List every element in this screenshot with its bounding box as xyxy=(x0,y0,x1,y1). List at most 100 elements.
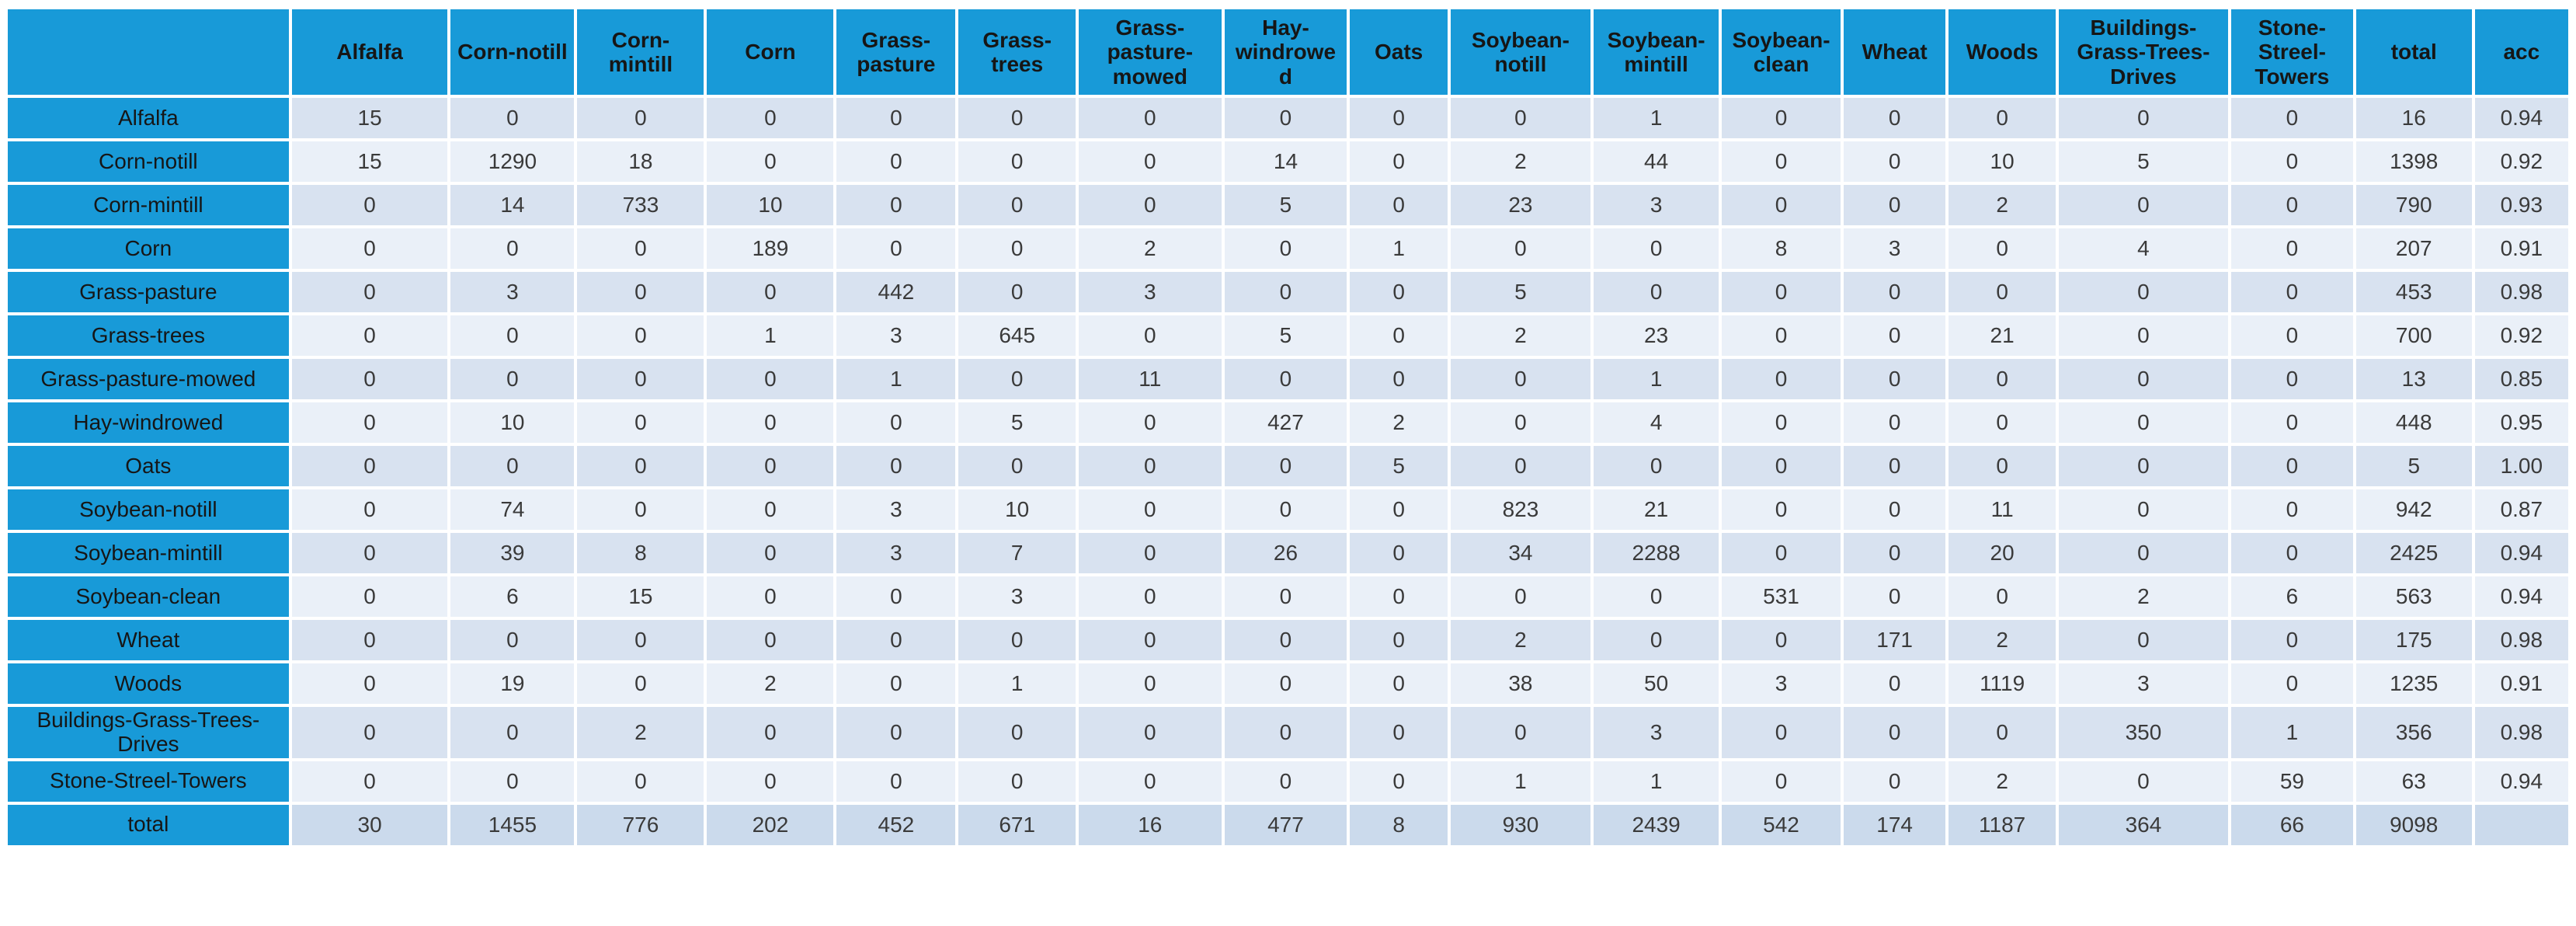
matrix-cell: 30 xyxy=(291,804,448,845)
row-label: Wheat xyxy=(8,620,289,660)
row-total-cell: 942 xyxy=(2355,489,2472,530)
matrix-cell: 0 xyxy=(707,446,834,486)
matrix-cell: 0 xyxy=(1843,98,1946,138)
matrix-cell: 0 xyxy=(1843,315,1946,356)
matrix-cell: 1 xyxy=(836,359,956,399)
row-total-cell: 448 xyxy=(2355,402,2472,443)
matrix-cell: 2439 xyxy=(1594,804,1719,845)
row-total-cell: 563 xyxy=(2355,576,2472,617)
matrix-cell: 0 xyxy=(2058,315,2228,356)
matrix-cell: 0 xyxy=(1224,761,1347,802)
column-header: Wheat xyxy=(1843,9,1946,95)
matrix-cell: 0 xyxy=(450,359,575,399)
row-acc-cell: 0.94 xyxy=(2474,576,2568,617)
matrix-cell: 10 xyxy=(450,402,575,443)
matrix-cell: 0 xyxy=(958,620,1076,660)
column-header: Grass-pasture-mowed xyxy=(1079,9,1222,95)
matrix-cell: 1 xyxy=(1450,761,1591,802)
matrix-cell: 0 xyxy=(1079,98,1222,138)
matrix-cell: 350 xyxy=(2058,707,2228,758)
matrix-cell: 0 xyxy=(1843,141,1946,182)
row-total-cell: 2425 xyxy=(2355,533,2472,573)
matrix-cell: 1119 xyxy=(1949,663,2056,704)
column-header: Soybean-mintill xyxy=(1594,9,1719,95)
row-label: Grass-pasture-mowed xyxy=(8,359,289,399)
matrix-cell: 0 xyxy=(1949,98,2056,138)
matrix-cell: 0 xyxy=(958,359,1076,399)
column-header: Soybean-notill xyxy=(1450,9,1591,95)
row-total-cell: 9098 xyxy=(2355,804,2472,845)
matrix-cell: 14 xyxy=(450,185,575,225)
matrix-cell: 3 xyxy=(1594,185,1719,225)
matrix-cell: 1455 xyxy=(450,804,575,845)
matrix-cell: 0 xyxy=(577,98,704,138)
matrix-cell: 0 xyxy=(1079,489,1222,530)
matrix-cell: 0 xyxy=(1224,620,1347,660)
matrix-cell: 0 xyxy=(707,402,834,443)
matrix-cell: 0 xyxy=(2230,315,2353,356)
matrix-cell: 0 xyxy=(1722,98,1841,138)
row-label: Grass-pasture xyxy=(8,272,289,312)
column-header: Grass-pasture xyxy=(836,9,956,95)
matrix-cell: 6 xyxy=(2230,576,2353,617)
matrix-cell: 3 xyxy=(836,315,956,356)
matrix-cell: 2 xyxy=(1450,141,1591,182)
matrix-cell: 0 xyxy=(2230,489,2353,530)
matrix-cell: 0 xyxy=(958,707,1076,758)
matrix-cell: 0 xyxy=(450,446,575,486)
matrix-cell: 0 xyxy=(2058,185,2228,225)
matrix-cell: 0 xyxy=(2230,533,2353,573)
table-row: Corn 0 0 0 189 0 0 2 0 1 0 0 8 3 0 4 0 207 0.91 xyxy=(8,228,2568,269)
matrix-cell: 26 xyxy=(1224,533,1347,573)
matrix-cell: 0 xyxy=(450,620,575,660)
matrix-cell: 0 xyxy=(1079,315,1222,356)
matrix-cell: 0 xyxy=(577,359,704,399)
column-header: Grass-trees xyxy=(958,9,1076,95)
row-label: Stone-Streel-Towers xyxy=(8,761,289,802)
matrix-cell: 0 xyxy=(291,533,448,573)
matrix-cell: 0 xyxy=(577,315,704,356)
matrix-cell: 0 xyxy=(1350,141,1448,182)
matrix-cell: 0 xyxy=(836,707,956,758)
matrix-cell: 0 xyxy=(1224,663,1347,704)
matrix-cell: 0 xyxy=(1949,446,2056,486)
matrix-cell: 44 xyxy=(1594,141,1719,182)
matrix-cell: 0 xyxy=(291,228,448,269)
matrix-cell: 3 xyxy=(1079,272,1222,312)
matrix-cell: 0 xyxy=(2230,185,2353,225)
matrix-cell: 4 xyxy=(1594,402,1719,443)
matrix-cell: 0 xyxy=(836,761,956,802)
matrix-cell: 0 xyxy=(1224,272,1347,312)
row-label: Soybean-clean xyxy=(8,576,289,617)
row-acc-cell: 0.85 xyxy=(2474,359,2568,399)
table-row: Hay-windrowed 0 10 0 0 0 5 0 427 2 0 4 0 0 0 0 0 448 0.95 xyxy=(8,402,2568,443)
matrix-cell: 4 xyxy=(2058,228,2228,269)
matrix-cell: 38 xyxy=(1450,663,1591,704)
matrix-cell: 0 xyxy=(291,359,448,399)
matrix-cell: 3 xyxy=(1843,228,1946,269)
row-label: Hay-windrowed xyxy=(8,402,289,443)
matrix-cell: 0 xyxy=(1224,489,1347,530)
matrix-cell: 0 xyxy=(1722,620,1841,660)
row-total-cell: 63 xyxy=(2355,761,2472,802)
row-total-cell: 207 xyxy=(2355,228,2472,269)
matrix-cell: 1290 xyxy=(450,141,575,182)
row-label: Corn-notill xyxy=(8,141,289,182)
matrix-cell: 8 xyxy=(1722,228,1841,269)
matrix-cell: 0 xyxy=(1350,359,1448,399)
matrix-cell: 15 xyxy=(577,576,704,617)
matrix-cell: 0 xyxy=(577,402,704,443)
matrix-cell: 0 xyxy=(2230,359,2353,399)
matrix-cell: 5 xyxy=(1224,315,1347,356)
row-total-cell: 700 xyxy=(2355,315,2472,356)
matrix-cell: 14 xyxy=(1224,141,1347,182)
row-label: Alfalfa xyxy=(8,98,289,138)
matrix-cell: 0 xyxy=(1079,707,1222,758)
matrix-cell: 34 xyxy=(1450,533,1591,573)
matrix-cell: 0 xyxy=(958,761,1076,802)
matrix-cell: 0 xyxy=(291,315,448,356)
matrix-cell: 0 xyxy=(291,402,448,443)
matrix-cell: 3 xyxy=(450,272,575,312)
table-row: Soybean-clean 0 6 15 0 0 3 0 0 0 0 0 531 0 0 2 6 563 0.94 xyxy=(8,576,2568,617)
header-row: Alfalfa Corn-notill Corn-mintill Corn Grass-… xyxy=(8,9,2568,95)
